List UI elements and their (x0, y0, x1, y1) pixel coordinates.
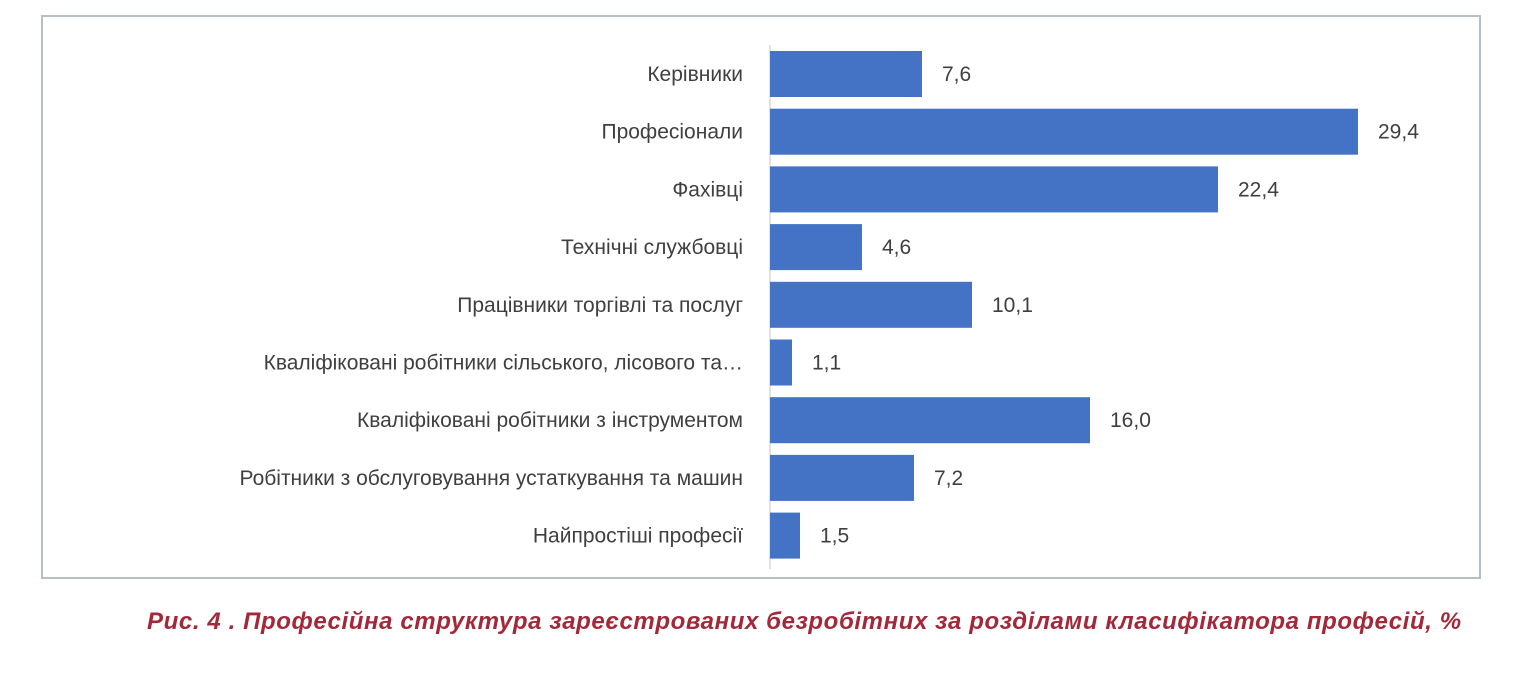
bar (770, 512, 800, 559)
bar (770, 108, 1358, 155)
category-label: Технічні службовці (561, 236, 743, 259)
data-label: 29,4 (1378, 121, 1419, 144)
data-label: 1,5 (820, 525, 849, 548)
bar (770, 51, 922, 97)
category-label: Керівники (647, 63, 743, 86)
data-label: 4,6 (882, 236, 911, 259)
category-label: Фахівці (672, 178, 743, 201)
category-label: Кваліфіковані робітники з інструментом (357, 409, 743, 432)
category-label: Найпростіші професії (533, 525, 743, 548)
category-label: Кваліфіковані робітники сільського, лісо… (264, 352, 743, 375)
data-label: 7,2 (934, 467, 963, 490)
data-label: 22,4 (1238, 178, 1279, 201)
figure-caption: Рис. 4 . Професійна структура зареєстров… (147, 608, 1462, 635)
data-label: 7,6 (942, 63, 971, 86)
bar (770, 339, 792, 386)
category-label: Робітники з обслуговування устаткування … (239, 467, 743, 490)
bar-chart: Керівники 7,6 Професіонали 29,4 Фахівці 22,4 Т… (239, 45, 1419, 569)
chart-frame: Керівники 7,6 Професіонали 29,4 Фахівці 22,4 Т… (41, 15, 1481, 579)
data-label: 1,1 (812, 352, 841, 375)
data-label: 10,1 (992, 294, 1033, 317)
bar (770, 224, 862, 271)
bar (770, 454, 914, 501)
bar (770, 281, 972, 328)
bar (770, 166, 1218, 213)
bar (770, 397, 1090, 444)
data-label: 16,0 (1110, 409, 1151, 432)
category-label: Професіонали (601, 121, 743, 144)
category-label: Працівники торгівлі та послуг (457, 294, 743, 317)
